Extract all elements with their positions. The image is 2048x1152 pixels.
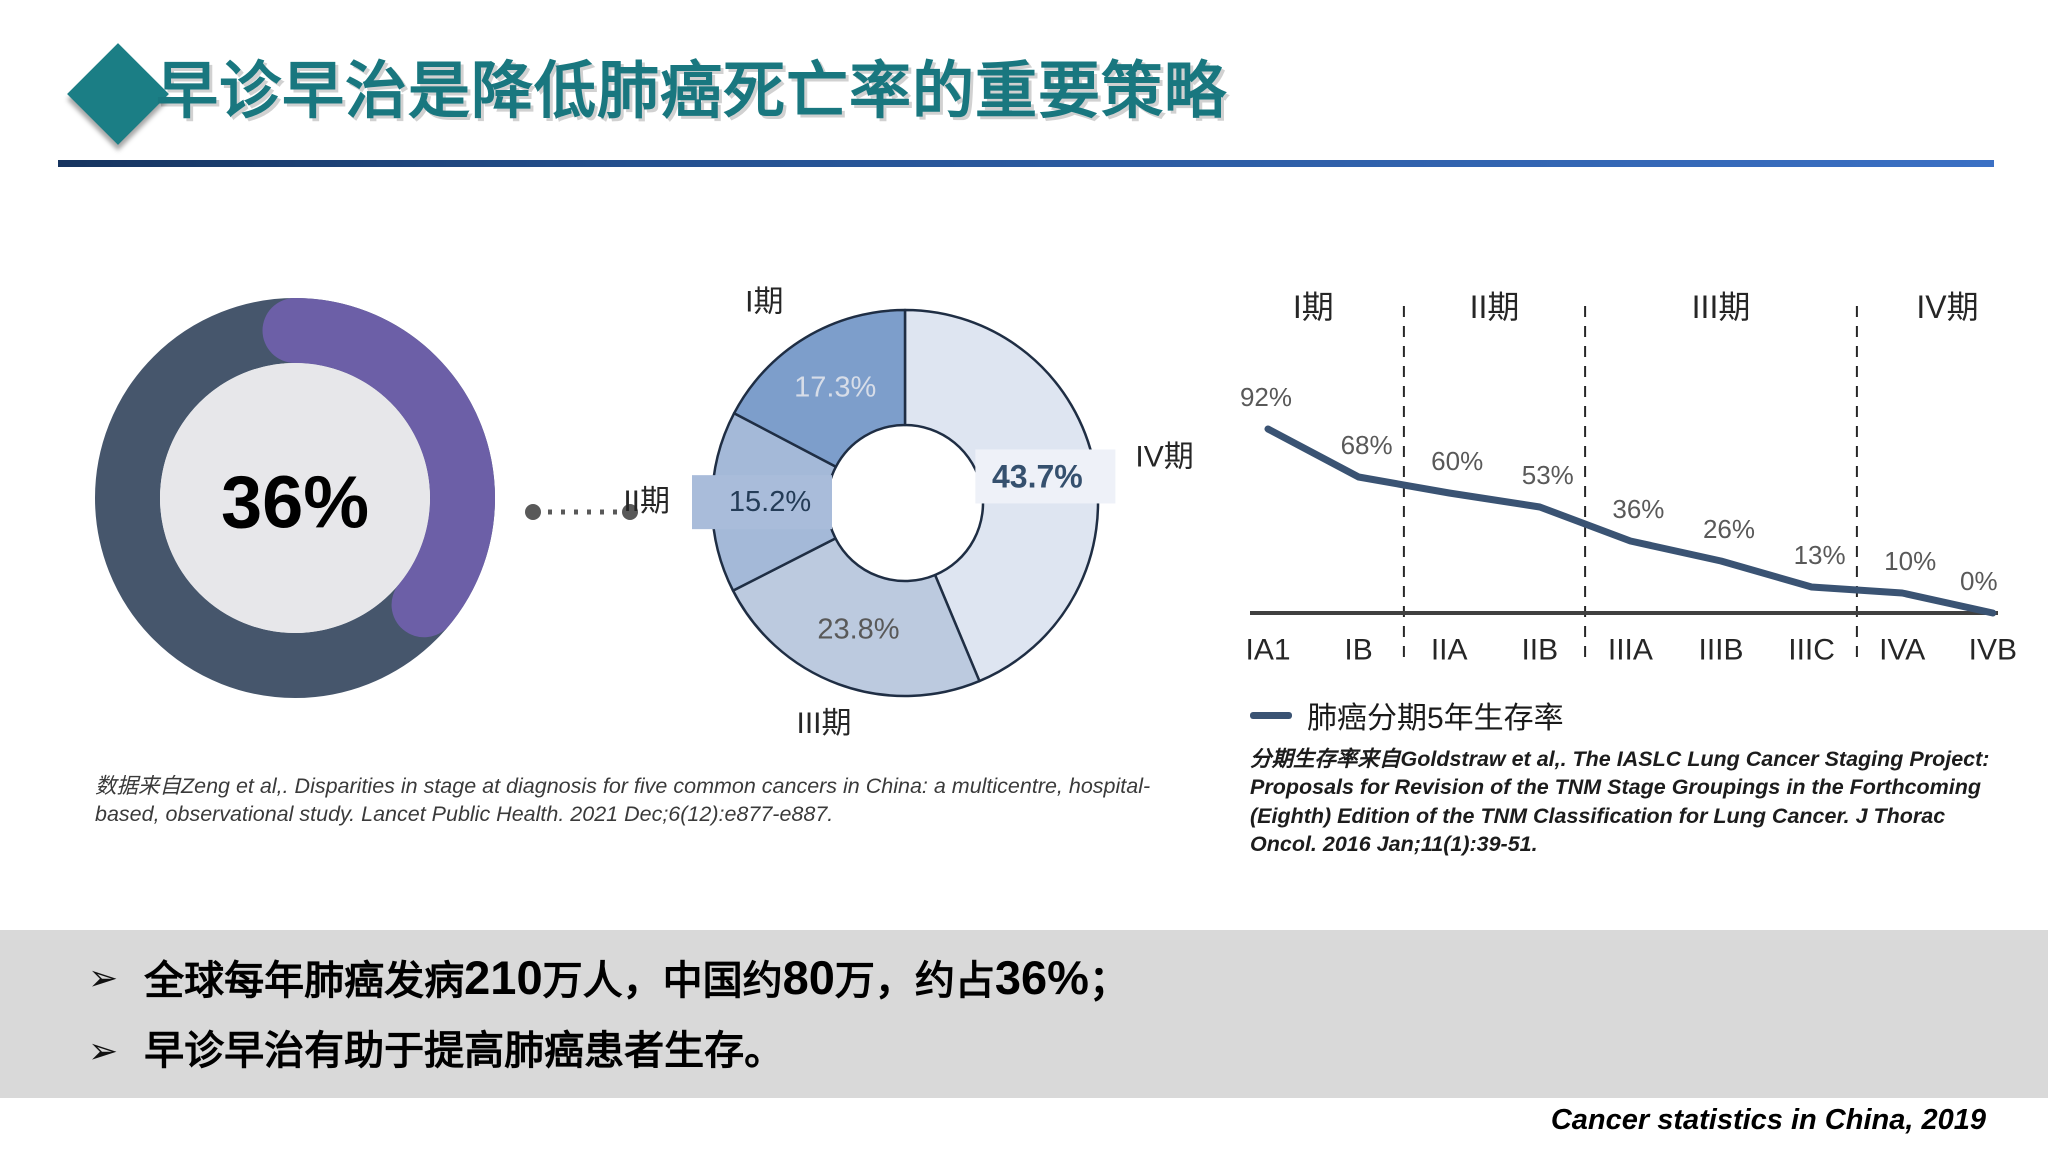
progress-donut-arc [262, 298, 495, 638]
donut-label-II期: II期 [623, 485, 670, 518]
value-label-IIIB: 26% [1703, 514, 1755, 544]
bullet-item-2: ➢ 早诊早治有助于提高肺癌患者生存。 [88, 1023, 2048, 1079]
donut-callout-II期 [692, 475, 833, 530]
tick-label-IVB: IVB [1969, 634, 2017, 667]
donut-label-III期: III期 [797, 707, 852, 740]
stage-header-I期: I期 [1293, 289, 1334, 325]
progress-donut-hole [160, 363, 430, 633]
value-label-IB: 68% [1341, 430, 1393, 460]
bullet-item-1: ➢ 全球每年肺癌发病210万人，中国约80万，约占36%； [88, 950, 2048, 1009]
footer-source: Cancer statistics in China, 2019 [1550, 1104, 1986, 1136]
citation-survival-rates: 分期生存率来自Goldstraw et al,. The IASLC Lung … [1250, 747, 1990, 857]
legend-line-swatch [1250, 711, 1292, 719]
donut-label-I期: I期 [745, 285, 783, 318]
citation-stage-distribution: 数据来自Zeng et al,. Disparities in stage at… [95, 774, 1151, 827]
connector-dot-right [622, 504, 638, 520]
survival-line-legend: 肺癌分期5年生存率 [1250, 693, 1564, 737]
connector-dot-left [525, 504, 541, 520]
tick-label-IA1: IA1 [1245, 634, 1290, 667]
legend-label: 肺癌分期5年生存率 [1307, 702, 1564, 735]
takeaway-band: ➢ 全球每年肺癌发病210万人，中国约80万，约占36%； ➢ 早诊早治有助于提高肺癌… [0, 930, 2048, 1098]
donut-segment-III期 [731, 537, 981, 698]
value-label-IIB: 53% [1522, 460, 1574, 490]
tick-label-IIA: IIA [1431, 634, 1468, 667]
value-label-IVA: 10% [1884, 546, 1936, 576]
value-label-IA1: 92% [1240, 382, 1292, 412]
donut-value-I期: 17.3% [794, 371, 876, 403]
stage-header-IV期: IV期 [1916, 289, 1978, 325]
donut-label-IV期: IV期 [1135, 440, 1193, 473]
value-label-IIA: 60% [1431, 446, 1483, 476]
bullet-arrow-icon: ➢ [88, 957, 119, 998]
donut-value-IV期: 43.7% [992, 458, 1083, 494]
tick-label-IIIC: IIIC [1788, 634, 1835, 667]
bullet-arrow-icon: ➢ [88, 1030, 119, 1071]
bullet-list: ➢ 全球每年肺癌发病210万人，中国约80万，约占36%； ➢ 早诊早治有助于提高肺癌… [88, 950, 2048, 1079]
title-divider [58, 160, 1994, 167]
value-label-IVB: 0% [1960, 566, 1998, 596]
stage-header-II期: II期 [1470, 289, 1520, 325]
bullet-text: 全球每年肺癌发病210万人，中国约80万，约占36%； [144, 951, 1129, 1004]
page-title: 早诊早治是降低肺癌死亡率的重要策略 [156, 57, 1228, 126]
donut-value-II期: 15.2% [729, 486, 811, 518]
donut-callout-IV期 [975, 449, 1116, 504]
stage-header-III期: III期 [1692, 289, 1751, 325]
value-label-IIIC: 13% [1794, 540, 1846, 570]
donut-segment-I期 [732, 308, 907, 468]
tick-label-IIIB: IIIB [1698, 634, 1743, 667]
donut-value-III期: 23.8% [817, 614, 899, 646]
tick-label-IIB: IIB [1521, 634, 1558, 667]
bullet-text: 早诊早治有助于提高肺癌患者生存。 [144, 1029, 785, 1073]
survival-line [1264, 425, 1997, 617]
tick-label-IB: IB [1344, 634, 1372, 667]
tick-label-IVA: IVA [1879, 634, 1925, 667]
progress-donut-value: 36% [221, 461, 369, 544]
value-label-IIIA: 36% [1612, 494, 1664, 524]
tick-label-IIIA: IIIA [1608, 634, 1653, 667]
